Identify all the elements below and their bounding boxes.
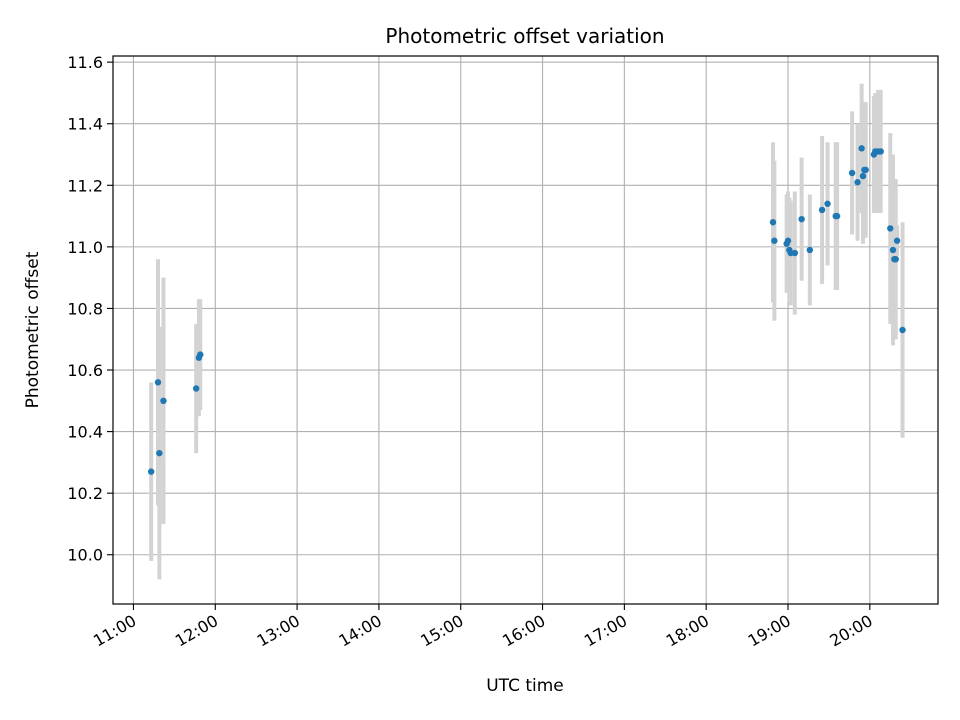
data-point — [877, 148, 884, 155]
y-tick-label: 10.4 — [67, 423, 103, 442]
y-tick-label: 11.4 — [67, 115, 103, 134]
data-point — [833, 212, 841, 220]
grid — [113, 56, 938, 604]
data-point — [806, 246, 814, 254]
data-point — [197, 351, 204, 358]
data-point — [798, 215, 805, 223]
data-point — [784, 237, 792, 244]
y-tick-label: 10.0 — [67, 546, 103, 565]
y-tick-label: 10.6 — [67, 361, 103, 380]
data-point — [156, 449, 163, 457]
data-point — [192, 385, 200, 392]
data-point — [859, 172, 867, 180]
chart-title: Photometric offset variation — [385, 24, 664, 48]
data-point — [769, 219, 777, 226]
data-point — [154, 379, 162, 386]
y-tick-label: 11.6 — [67, 53, 103, 72]
data-point — [824, 200, 831, 207]
y-tick-label: 10.8 — [67, 299, 103, 318]
data-points — [147, 145, 906, 475]
x-axis-label: UTC time — [486, 676, 564, 696]
y-tick-label: 11.2 — [67, 176, 103, 195]
data-point — [771, 237, 778, 244]
data-point — [818, 206, 826, 214]
data-point — [862, 166, 869, 174]
y-tick-label: 11.0 — [67, 238, 103, 257]
data-point — [893, 237, 901, 244]
y-tick-label: 10.2 — [67, 484, 103, 503]
plot-frame — [112, 55, 939, 605]
data-point — [854, 179, 861, 186]
data-point — [848, 169, 856, 177]
data-point — [892, 255, 899, 263]
y-axis-label: Photometric offset — [23, 251, 43, 408]
data-point — [858, 145, 865, 152]
y-axis: 10.0 10.2 10.4 10.6 10.8 11.0 11.2 11.4 11.6 — [67, 53, 113, 565]
data-point — [160, 397, 167, 405]
data-point — [899, 326, 906, 334]
data-point — [889, 246, 897, 254]
data-point — [887, 225, 894, 232]
data-point — [147, 468, 155, 475]
data-point — [791, 249, 799, 257]
